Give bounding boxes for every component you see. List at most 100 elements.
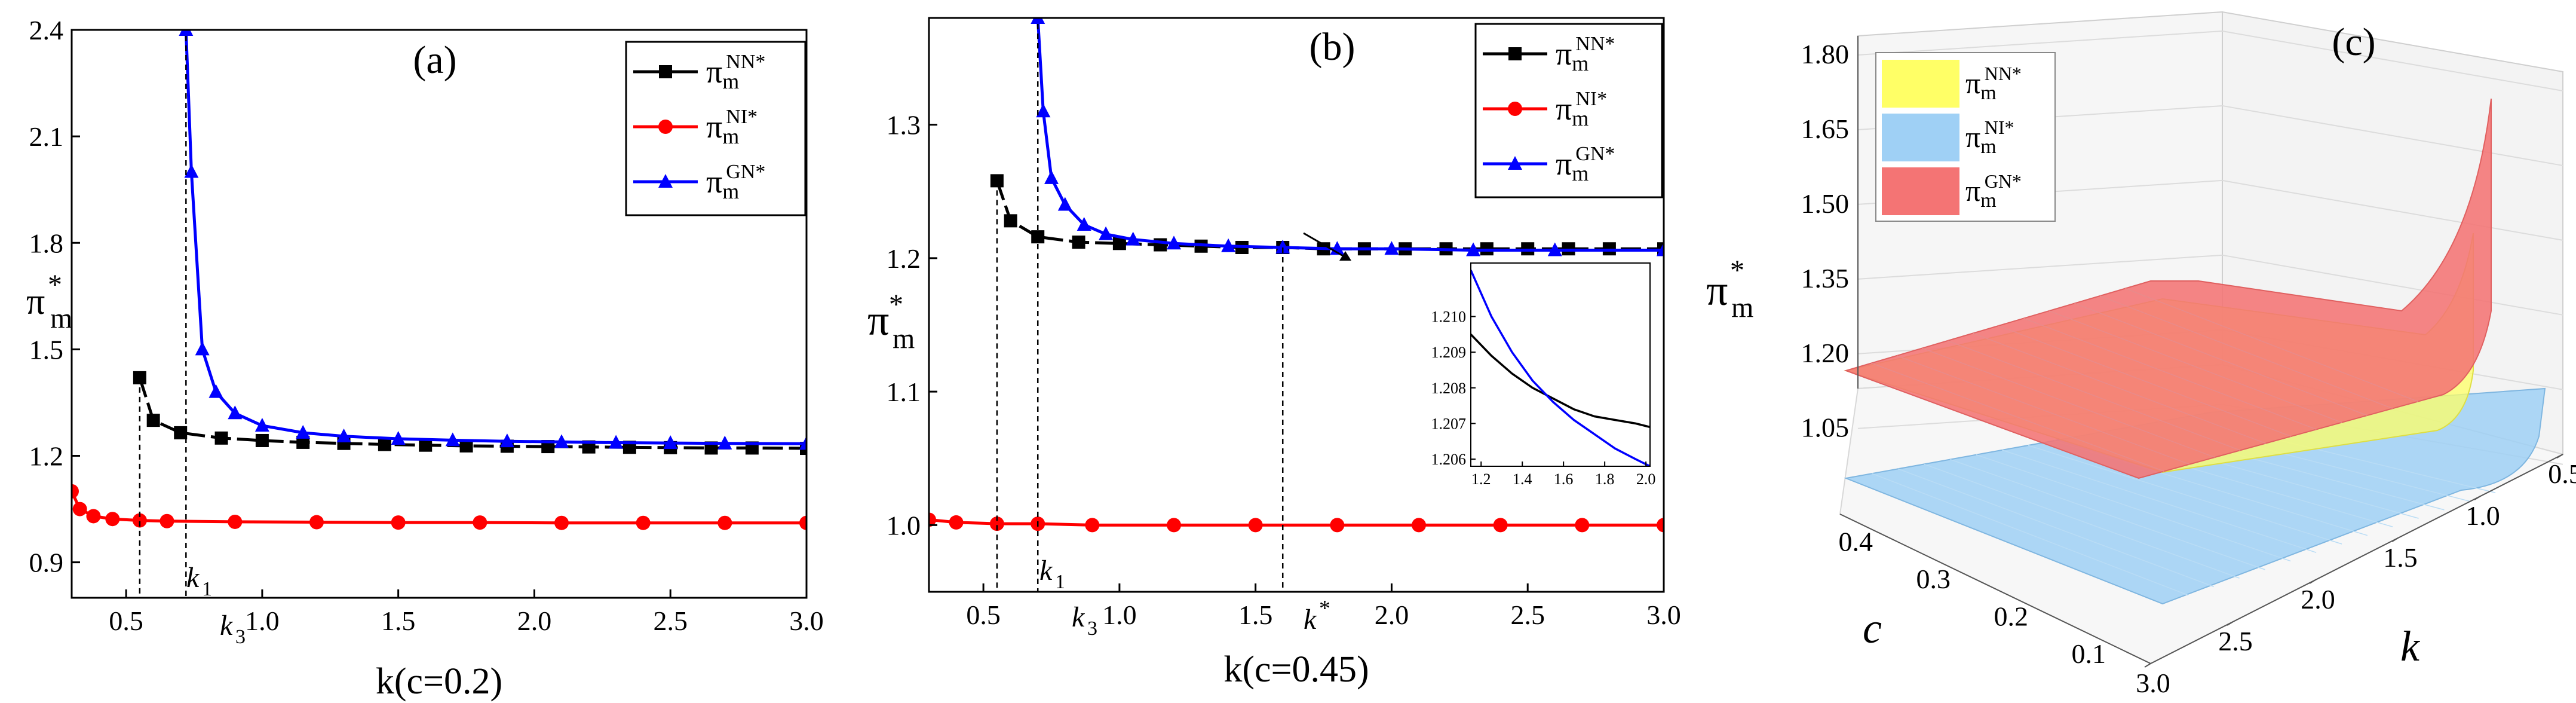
x-tick-label: 0.5 xyxy=(966,600,1001,630)
z-gridline xyxy=(2222,30,2563,91)
surface-ni xyxy=(1844,387,2546,605)
y-tick-label: 1.8 xyxy=(29,228,64,258)
data-point xyxy=(1248,518,1263,533)
legend-label: πmGN* xyxy=(706,161,765,203)
data-point xyxy=(1412,518,1426,533)
mesh-line xyxy=(1924,463,2240,579)
data-point xyxy=(208,384,223,398)
inset-y-tick-label: 1.207 xyxy=(1431,415,1467,432)
data-point xyxy=(132,513,147,528)
inset-x-tick-label: 1.2 xyxy=(1471,470,1491,488)
k-tick xyxy=(2309,579,2316,584)
y-tick-label: 1.2 xyxy=(887,243,921,274)
x-tick-label: 1.0 xyxy=(1102,600,1137,630)
legend-swatch xyxy=(1882,60,1959,108)
legend-marker xyxy=(1508,47,1522,60)
data-point xyxy=(1057,197,1072,211)
data-point xyxy=(445,432,460,447)
data-point xyxy=(309,515,324,530)
c-tick-label: 0.3 xyxy=(1916,564,1951,594)
series-line-NI xyxy=(72,490,806,525)
mesh-line xyxy=(1897,468,2214,588)
y-tick-label: 1.0 xyxy=(887,510,921,540)
data-point xyxy=(255,433,269,447)
panel-a-series xyxy=(72,30,806,530)
panel-a-ylabel-pi: π xyxy=(26,282,45,322)
inset-x-tick-label: 2.0 xyxy=(1636,470,1656,488)
panel-b-klabels: k 1 k 3 k * xyxy=(1039,555,1330,640)
data-point xyxy=(72,484,79,499)
panel-b-ticks: 0.5 1.0 1.5 2.0 2.5 3.0 1.0 1.1 1.2 1.3 xyxy=(887,110,1681,630)
mesh-line xyxy=(1896,355,2190,465)
inset-y-tick-label: 1.206 xyxy=(1431,451,1467,468)
x-tick-label: 2.5 xyxy=(653,606,688,636)
mesh-line xyxy=(2125,288,2418,402)
mesh-line xyxy=(2002,450,2317,553)
data-point xyxy=(554,515,569,530)
data-point xyxy=(174,426,188,439)
k-tick-label: 1.5 xyxy=(2383,542,2418,573)
panel-b-legend: πmNN* πmNI* πmGN* xyxy=(1474,23,1663,198)
data-point xyxy=(663,435,678,450)
y-tick-label: 2.1 xyxy=(29,121,64,152)
legend-swatch xyxy=(1882,114,1959,161)
data-point xyxy=(336,428,351,442)
legend-marker xyxy=(1508,102,1522,116)
inset-y-tick-label: 1.208 xyxy=(1431,380,1467,397)
panel-c-legend: πmNN* πmNI* πmGN* xyxy=(1875,52,2056,222)
k-tick xyxy=(2391,537,2399,542)
z-tick-label: 1.50 xyxy=(1801,188,1850,219)
legend-label: πmGN* xyxy=(1965,170,2022,212)
data-point xyxy=(1657,242,1664,256)
mesh-line xyxy=(1950,459,2265,570)
svg-text:π: π xyxy=(26,282,45,322)
panel-a-k3-sub: 3 xyxy=(235,626,246,648)
data-point xyxy=(799,436,806,450)
panel-b-kstar-sup: * xyxy=(1319,596,1330,621)
panel-a-ticks: 0.5 1.0 1.5 2.0 2.5 3.0 0.9 1.2 1.5 1.8 2.1 2.4 xyxy=(29,15,824,636)
panel-b-k3-label: k xyxy=(1072,601,1085,633)
data-point xyxy=(1167,518,1181,533)
x-tick-label: 1.5 xyxy=(381,606,416,636)
panel-b-ylabel: π * m xyxy=(867,289,915,354)
y-tick-label: 1.1 xyxy=(887,377,921,407)
data-point xyxy=(179,30,194,36)
mesh-line xyxy=(1871,362,2164,472)
panel-c-ticks: 1.05 1.20 1.35 1.50 1.65 1.80 0.5 1.0 1.5 2.0 2.5 3… xyxy=(1801,39,2576,698)
z-tick-label: 1.35 xyxy=(1801,263,1850,294)
data-point xyxy=(72,502,87,516)
panel-a-ylabel-m: m xyxy=(50,302,72,334)
y-tick-label: 1.5 xyxy=(29,334,64,365)
data-point xyxy=(105,512,120,527)
panel-b-frame xyxy=(928,17,1665,593)
panel-b-k1-label: k xyxy=(1039,555,1053,586)
mesh-line xyxy=(1922,347,2215,458)
mesh-line xyxy=(1947,340,2241,451)
panel-c: 1.05 1.20 1.35 1.50 1.65 1.80 0.5 1.0 1.5 2.0 2.5 3… xyxy=(1706,11,2576,698)
data-point xyxy=(296,435,310,449)
data-point xyxy=(1547,242,1562,256)
inset-frame xyxy=(1470,262,1651,467)
panel-a-vlines xyxy=(139,36,187,598)
data-point xyxy=(419,438,433,452)
inset-background xyxy=(1471,263,1650,466)
mesh-line xyxy=(2099,295,2393,409)
data-point xyxy=(989,516,1004,531)
x-tick-label: 3.0 xyxy=(789,606,824,636)
data-point xyxy=(146,414,160,427)
inset-line-NN xyxy=(1471,334,1650,429)
data-point xyxy=(1275,240,1290,253)
data-point xyxy=(929,512,936,527)
legend-label: πmGN* xyxy=(1556,143,1615,185)
x-tick-label: 3.0 xyxy=(1646,600,1681,630)
legend-swatch xyxy=(1882,167,1959,215)
legend-label: πmNN* xyxy=(1965,63,2022,104)
panel-a-klabels: k 1 k 3 xyxy=(186,562,246,648)
data-point xyxy=(378,438,391,451)
data-point xyxy=(459,439,473,453)
x-tick-label: 2.5 xyxy=(1510,600,1545,630)
panel-b-xlabel: k(c=0.45) xyxy=(1223,649,1369,690)
z-gridline xyxy=(2222,179,2563,241)
y-tick-label: 0.9 xyxy=(29,548,64,578)
